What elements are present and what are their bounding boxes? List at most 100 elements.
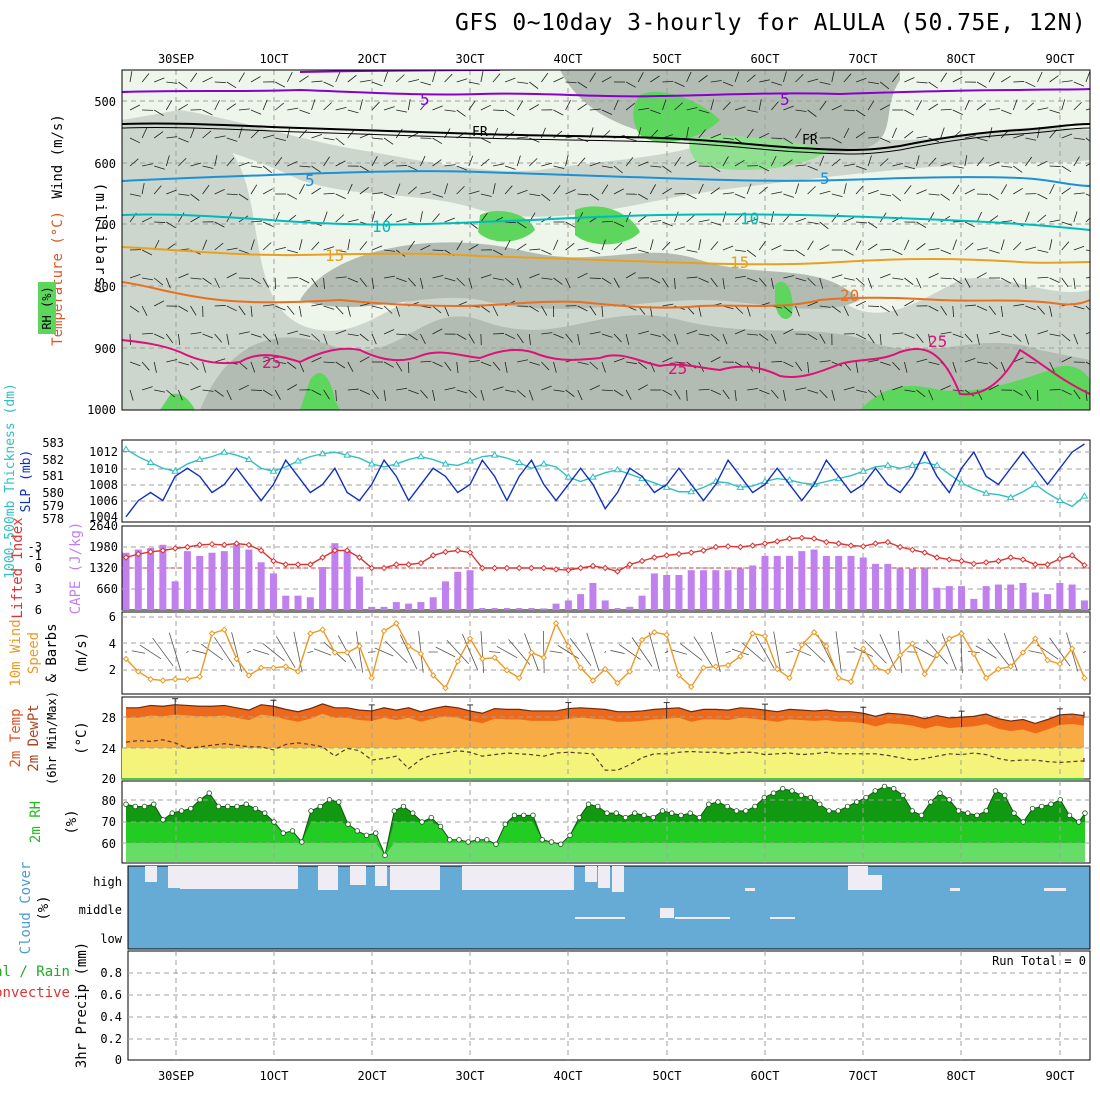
rh2m-point bbox=[502, 821, 508, 827]
upper-wind-barb bbox=[166, 136, 178, 139]
upper-wind-barb bbox=[335, 193, 346, 200]
upper-wind-barb bbox=[371, 305, 383, 310]
upper-wind-barb bbox=[916, 81, 928, 84]
upper-wind-barb bbox=[601, 220, 613, 223]
upper-wind-barb bbox=[287, 107, 299, 111]
thickness-point bbox=[417, 452, 425, 460]
upper-wind-barb bbox=[916, 221, 927, 228]
upper-wind-barb bbox=[952, 277, 963, 285]
rh2m-point bbox=[733, 808, 740, 814]
upper-wind-barb bbox=[226, 103, 237, 111]
li-point bbox=[221, 541, 228, 549]
rh2m-point bbox=[373, 830, 379, 836]
thickness-point bbox=[392, 459, 401, 467]
wind-barb bbox=[586, 632, 600, 672]
upper-wind-barb bbox=[178, 137, 189, 143]
rh2m-point bbox=[743, 808, 749, 814]
upper-wind-barb bbox=[311, 241, 320, 251]
y-tick: 2 bbox=[109, 663, 116, 677]
wind10m-panel: 6 4 2 bbox=[109, 610, 1091, 695]
rh2m-point bbox=[1082, 810, 1088, 816]
upper-wind-barb bbox=[444, 164, 456, 167]
rh2m-point bbox=[724, 803, 730, 810]
upper-wind-barb bbox=[202, 130, 212, 139]
upper-wind-barb bbox=[396, 109, 408, 113]
upper-wind-barb bbox=[770, 333, 777, 345]
upper-wind-barb bbox=[855, 240, 862, 251]
upper-wind-barb bbox=[891, 127, 897, 139]
cape-ylabel: CAPE (J/kg) bbox=[68, 522, 84, 615]
y-tick: 500 bbox=[94, 95, 116, 109]
upper-wind-barb bbox=[686, 160, 697, 167]
upper-wind-barb bbox=[166, 389, 175, 398]
contour-label: 25 bbox=[668, 359, 687, 378]
wind-barb bbox=[914, 646, 935, 658]
upper-wind-barb bbox=[746, 128, 754, 139]
upper-wind-barb bbox=[868, 359, 879, 363]
upper-wind-barb bbox=[335, 71, 341, 83]
upper-wind-barb bbox=[541, 277, 553, 280]
upper-wind-barb bbox=[589, 305, 597, 316]
upper-wind-barb bbox=[541, 249, 552, 255]
rh2m-point bbox=[937, 790, 943, 796]
date-label-bottom: 3OCT bbox=[456, 1069, 485, 1083]
cape-bar bbox=[183, 551, 191, 610]
wind-point bbox=[663, 631, 670, 638]
wind-ylabel-b: Speed bbox=[26, 632, 42, 674]
upper-wind-barb bbox=[843, 305, 849, 317]
wind-barb bbox=[569, 638, 592, 666]
thickness-point bbox=[122, 445, 130, 452]
upper-wind-barb bbox=[226, 81, 237, 89]
rh2m-point bbox=[197, 797, 203, 803]
cape-bar bbox=[552, 603, 560, 610]
upper-wind-barb bbox=[879, 81, 890, 90]
y-tick: 28 bbox=[102, 711, 116, 725]
upper-wind-barb bbox=[565, 155, 569, 167]
upper-wind-barb bbox=[783, 275, 795, 279]
upper-wind-barb bbox=[880, 248, 892, 251]
upper-wind-barb bbox=[879, 158, 889, 167]
upper-wind-barb bbox=[529, 193, 541, 197]
upper-wind-barb bbox=[1085, 249, 1090, 252]
upper-wind-barb bbox=[662, 357, 673, 363]
cloud-gap bbox=[612, 866, 624, 892]
upper-wind-barb bbox=[1085, 361, 1090, 365]
cape-bar bbox=[380, 606, 388, 610]
y-tick: 1320 bbox=[89, 561, 118, 575]
upper-wind-barb bbox=[384, 275, 396, 279]
wind-barb bbox=[508, 639, 531, 665]
wind-barb bbox=[355, 631, 364, 673]
contour-10-cyan bbox=[122, 213, 1090, 231]
upper-wind-barb bbox=[976, 333, 980, 345]
cloud-gap bbox=[375, 866, 387, 886]
li-point bbox=[577, 564, 584, 572]
cape-bar bbox=[994, 584, 1002, 610]
upper-wind-barb bbox=[541, 332, 553, 335]
date-label-top: 5OCT bbox=[653, 52, 682, 66]
wind-point bbox=[221, 626, 228, 633]
upper-wind-barb bbox=[783, 137, 793, 145]
upper-wind-barb bbox=[129, 104, 140, 111]
wind-point bbox=[884, 668, 892, 675]
upper-wind-barb bbox=[1001, 333, 1012, 338]
wind-point bbox=[552, 620, 560, 627]
cloud-gap bbox=[745, 888, 755, 891]
upper-wind-barb bbox=[976, 103, 987, 111]
rh2m-point bbox=[965, 810, 971, 816]
upper-wind-barb bbox=[855, 109, 866, 117]
upper-wind-barb bbox=[843, 73, 852, 83]
upper-wind-barb bbox=[396, 218, 407, 223]
thickness-point bbox=[859, 467, 868, 474]
upper-wind-barb bbox=[529, 81, 539, 89]
wind-barb bbox=[610, 650, 625, 654]
upper-vertical-gridlines bbox=[175, 70, 1061, 410]
upper-wind-barb bbox=[214, 242, 224, 251]
li-point bbox=[196, 541, 203, 549]
rh2m-point bbox=[761, 794, 767, 801]
upper-wind-barb bbox=[214, 99, 220, 111]
upper-wind-barb bbox=[795, 183, 800, 195]
upper-wind-barb bbox=[166, 81, 178, 84]
li-point bbox=[466, 549, 474, 556]
upper-wind-barb bbox=[710, 277, 718, 288]
upper-wind-barb bbox=[480, 71, 484, 83]
